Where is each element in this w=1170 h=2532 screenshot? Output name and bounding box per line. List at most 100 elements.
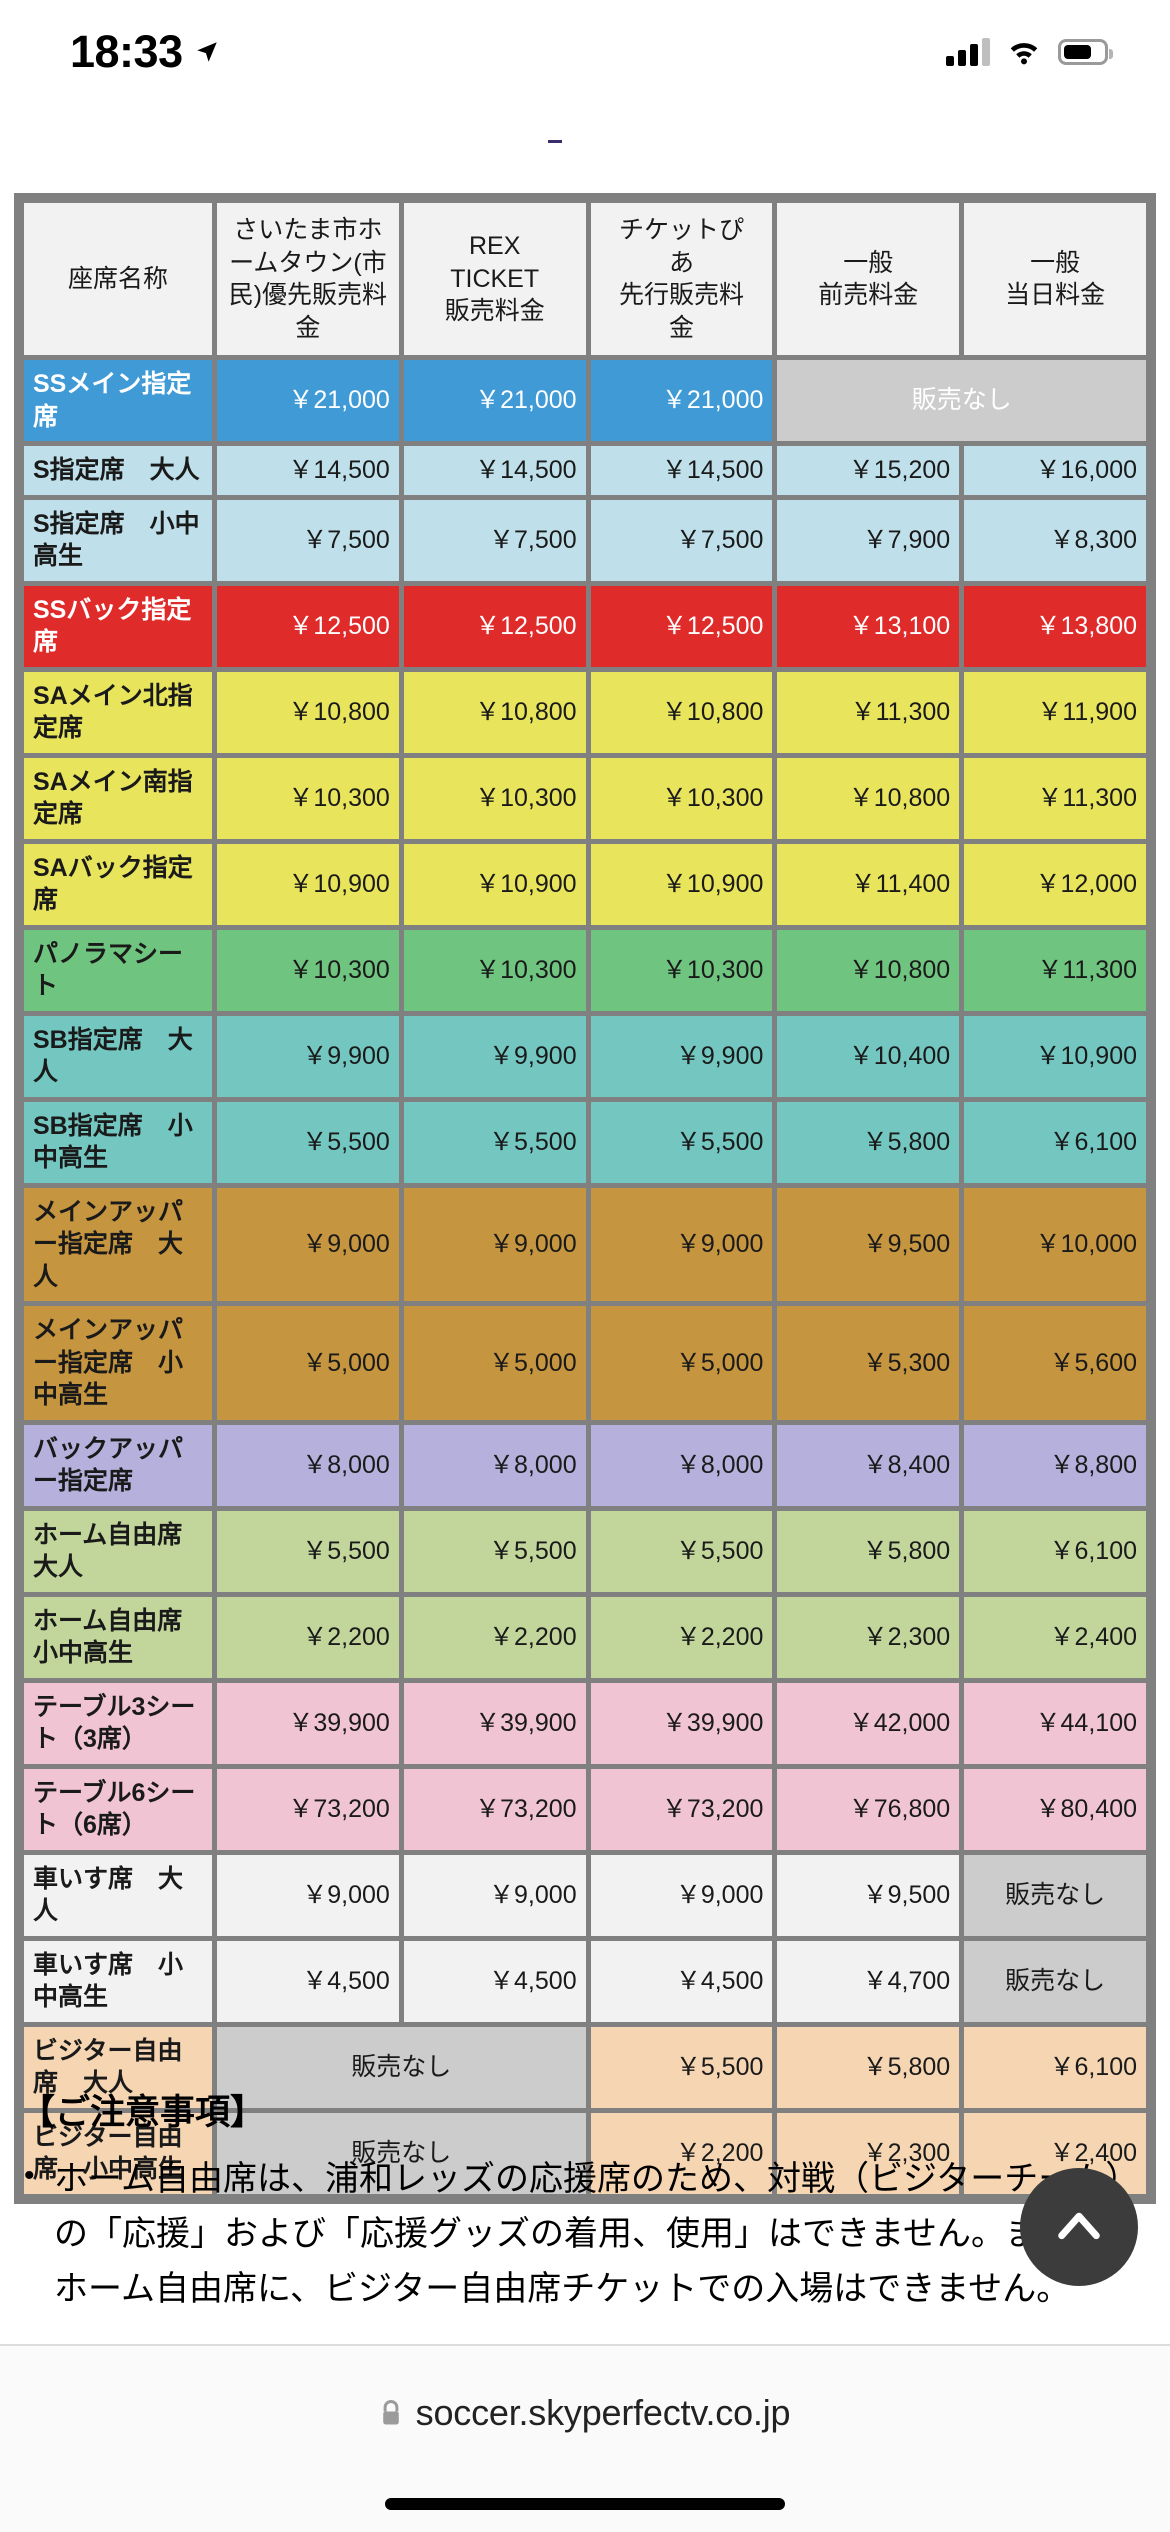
price-cell: ￥2,300	[777, 1596, 960, 1678]
header-rex-line2: TICKET	[450, 264, 540, 293]
table-row: S指定席 小中高生 ￥7,500 ￥7,500 ￥7,500 ￥7,900 ￥8,300	[24, 499, 1146, 581]
price-cell: ￥7,500	[590, 499, 773, 581]
seat-name-cell: テーブル3シート（3席）	[24, 1682, 212, 1764]
price-cell: ￥12,500	[217, 585, 399, 667]
notice-heading: 【ご注意事項】	[20, 2093, 266, 2132]
price-cell: ￥13,100	[777, 585, 960, 667]
price-cell: ￥12,500	[590, 585, 773, 667]
price-cell: ￥21,000	[217, 360, 399, 441]
price-cell: ￥2,200	[590, 1596, 773, 1678]
price-cell: ￥14,500	[590, 446, 773, 495]
url-bar[interactable]: soccer.skyperfectv.co.jp	[0, 2392, 1170, 2434]
seat-name-cell: SB指定席 大人	[24, 1015, 212, 1097]
price-cell: ￥11,300	[777, 671, 960, 753]
price-cell: ￥7,500	[403, 499, 586, 581]
table-header: 座席名称 さいたま市ホームタウン(市民)優先販売料金 REX TICKET 販売…	[24, 203, 1146, 355]
no-sale-cell: 販売なし	[964, 1854, 1146, 1936]
notice-section: 【ご注意事項】 ホーム自由席は、浦和レッズの応援席のため、対戦（ビジターチーム）…	[20, 2085, 1140, 2317]
url-text: soccer.skyperfectv.co.jp	[415, 2392, 791, 2433]
price-cell: ￥39,900	[590, 1682, 773, 1764]
price-cell: ￥5,500	[403, 1101, 586, 1183]
price-cell: ￥8,400	[777, 1424, 960, 1506]
table-row: SB指定席 小中高生 ￥5,500 ￥5,500 ￥5,500 ￥5,800 ￥6,100	[24, 1101, 1146, 1183]
price-cell: ￥9,000	[217, 1854, 399, 1936]
seat-name-cell: S指定席 大人	[24, 446, 212, 495]
seat-name-cell: メインアッパー指定席 小中高生	[24, 1306, 212, 1420]
price-cell: ￥12,500	[403, 585, 586, 667]
price-cell: ￥15,200	[777, 446, 960, 495]
table-row: テーブル6シート（6席） ￥73,200 ￥73,200 ￥73,200 ￥76,800…	[24, 1768, 1146, 1850]
header-day-line1: 一般	[1030, 248, 1081, 277]
price-cell: ￥5,000	[590, 1306, 773, 1420]
price-cell: ￥44,100	[964, 1682, 1146, 1764]
notice-item: ホーム自由席は、浦和レッズの応援席のため、対戦（ビジターチーム）の「応援」および…	[20, 2152, 1140, 2317]
price-cell: ￥39,900	[217, 1682, 399, 1764]
table-row: メインアッパー指定席 大人 ￥9,000 ￥9,000 ￥9,000 ￥9,500 ￥10…	[24, 1187, 1146, 1301]
lock-icon	[382, 2400, 399, 2425]
price-cell: ￥21,000	[590, 360, 773, 441]
price-cell: ￥14,500	[217, 446, 399, 495]
table-row: パノラマシート ￥10,300 ￥10,300 ￥10,300 ￥10,800 ￥11,3…	[24, 929, 1146, 1011]
price-cell: ￥10,300	[217, 929, 399, 1011]
header-pia-line2: あ	[668, 248, 694, 277]
scroll-to-top-button[interactable]	[1020, 2168, 1138, 2286]
price-cell: ￥9,000	[403, 1187, 586, 1301]
status-bar: 18:33	[0, 0, 1170, 104]
price-cell: ￥9,900	[403, 1015, 586, 1097]
seat-name-cell: 車いす席 大人	[24, 1854, 212, 1936]
header-pia-line3: 先行販売料	[618, 281, 744, 309]
price-cell: ￥11,300	[964, 757, 1146, 839]
seat-name-cell: ビジター自由席 大人	[24, 2026, 212, 2108]
content-clip-mask	[0, 2306, 1170, 2344]
price-cell: ￥10,300	[590, 929, 773, 1011]
price-cell: ￥10,900	[403, 843, 586, 925]
seat-name-cell: パノラマシート	[24, 929, 212, 1011]
table-row: SSメイン指定席 ￥21,000 ￥21,000 ￥21,000 販売なし	[24, 360, 1146, 441]
header-seat-name: 座席名称	[24, 203, 212, 355]
no-sale-cell: 販売なし	[777, 360, 1146, 441]
price-cell: ￥10,800	[403, 671, 586, 753]
header-day-line2: 当日料金	[1005, 281, 1106, 309]
table-row: 車いす席 小中高生 ￥4,500 ￥4,500 ￥4,500 ￥4,700 販売なし	[24, 1940, 1146, 2022]
table-row: テーブル3シート（3席） ￥39,900 ￥39,900 ￥39,900 ￥42,000…	[24, 1682, 1146, 1764]
price-cell: ￥10,300	[403, 757, 586, 839]
cellular-signal-icon	[946, 38, 990, 66]
table-row: SB指定席 大人 ￥9,900 ￥9,900 ￥9,900 ￥10,400 ￥10,900	[24, 1015, 1146, 1097]
price-cell: ￥9,900	[590, 1015, 773, 1097]
price-cell: ￥5,500	[403, 1510, 586, 1592]
seat-name-cell: メインアッパー指定席 大人	[24, 1187, 212, 1301]
seat-name-cell: SAメイン南指定席	[24, 757, 212, 839]
seat-name-cell: ホーム自由席 小中高生	[24, 1596, 212, 1678]
home-indicator[interactable]	[385, 2498, 785, 2510]
price-cell: ￥5,500	[590, 2026, 773, 2108]
price-cell: ￥9,000	[217, 1187, 399, 1301]
seat-name-cell: SAメイン北指定席	[24, 671, 212, 753]
price-cell: ￥4,500	[590, 1940, 773, 2022]
price-cell: ￥9,500	[777, 1187, 960, 1301]
price-cell: ￥5,300	[777, 1306, 960, 1420]
price-cell: ￥10,300	[403, 929, 586, 1011]
price-cell: ￥4,500	[403, 1940, 586, 2022]
seat-name-cell: 車いす席 小中高生	[24, 1940, 212, 2022]
stray-dash-artifact	[548, 140, 562, 143]
price-cell: ￥13,800	[964, 585, 1146, 667]
price-cell: ￥10,300	[217, 757, 399, 839]
price-cell: ￥42,000	[777, 1682, 960, 1764]
price-cell: ￥5,800	[777, 1101, 960, 1183]
price-cell: ￥5,800	[777, 2026, 960, 2108]
price-cell: ￥4,500	[217, 1940, 399, 2022]
price-cell: ￥5,000	[403, 1306, 586, 1420]
table-row: ビジター自由席 大人 販売なし ￥5,500 ￥5,800 ￥6,100	[24, 2026, 1146, 2108]
chevron-up-icon	[1058, 2212, 1100, 2240]
seat-name-cell: SAバック指定席	[24, 843, 212, 925]
table-row: SSバック指定席 ￥12,500 ￥12,500 ￥12,500 ￥13,100 ￥13,…	[24, 585, 1146, 667]
header-hometown-price: さいたま市ホームタウン(市民)優先販売料金	[217, 203, 399, 355]
seat-name-cell: SSバック指定席	[24, 585, 212, 667]
price-cell: ￥10,800	[777, 757, 960, 839]
price-cell: ￥8,000	[217, 1424, 399, 1506]
price-cell: ￥76,800	[777, 1768, 960, 1850]
price-cell: ￥10,800	[217, 671, 399, 753]
price-cell: ￥6,100	[964, 1510, 1146, 1592]
price-cell: ￥5,800	[777, 1510, 960, 1592]
